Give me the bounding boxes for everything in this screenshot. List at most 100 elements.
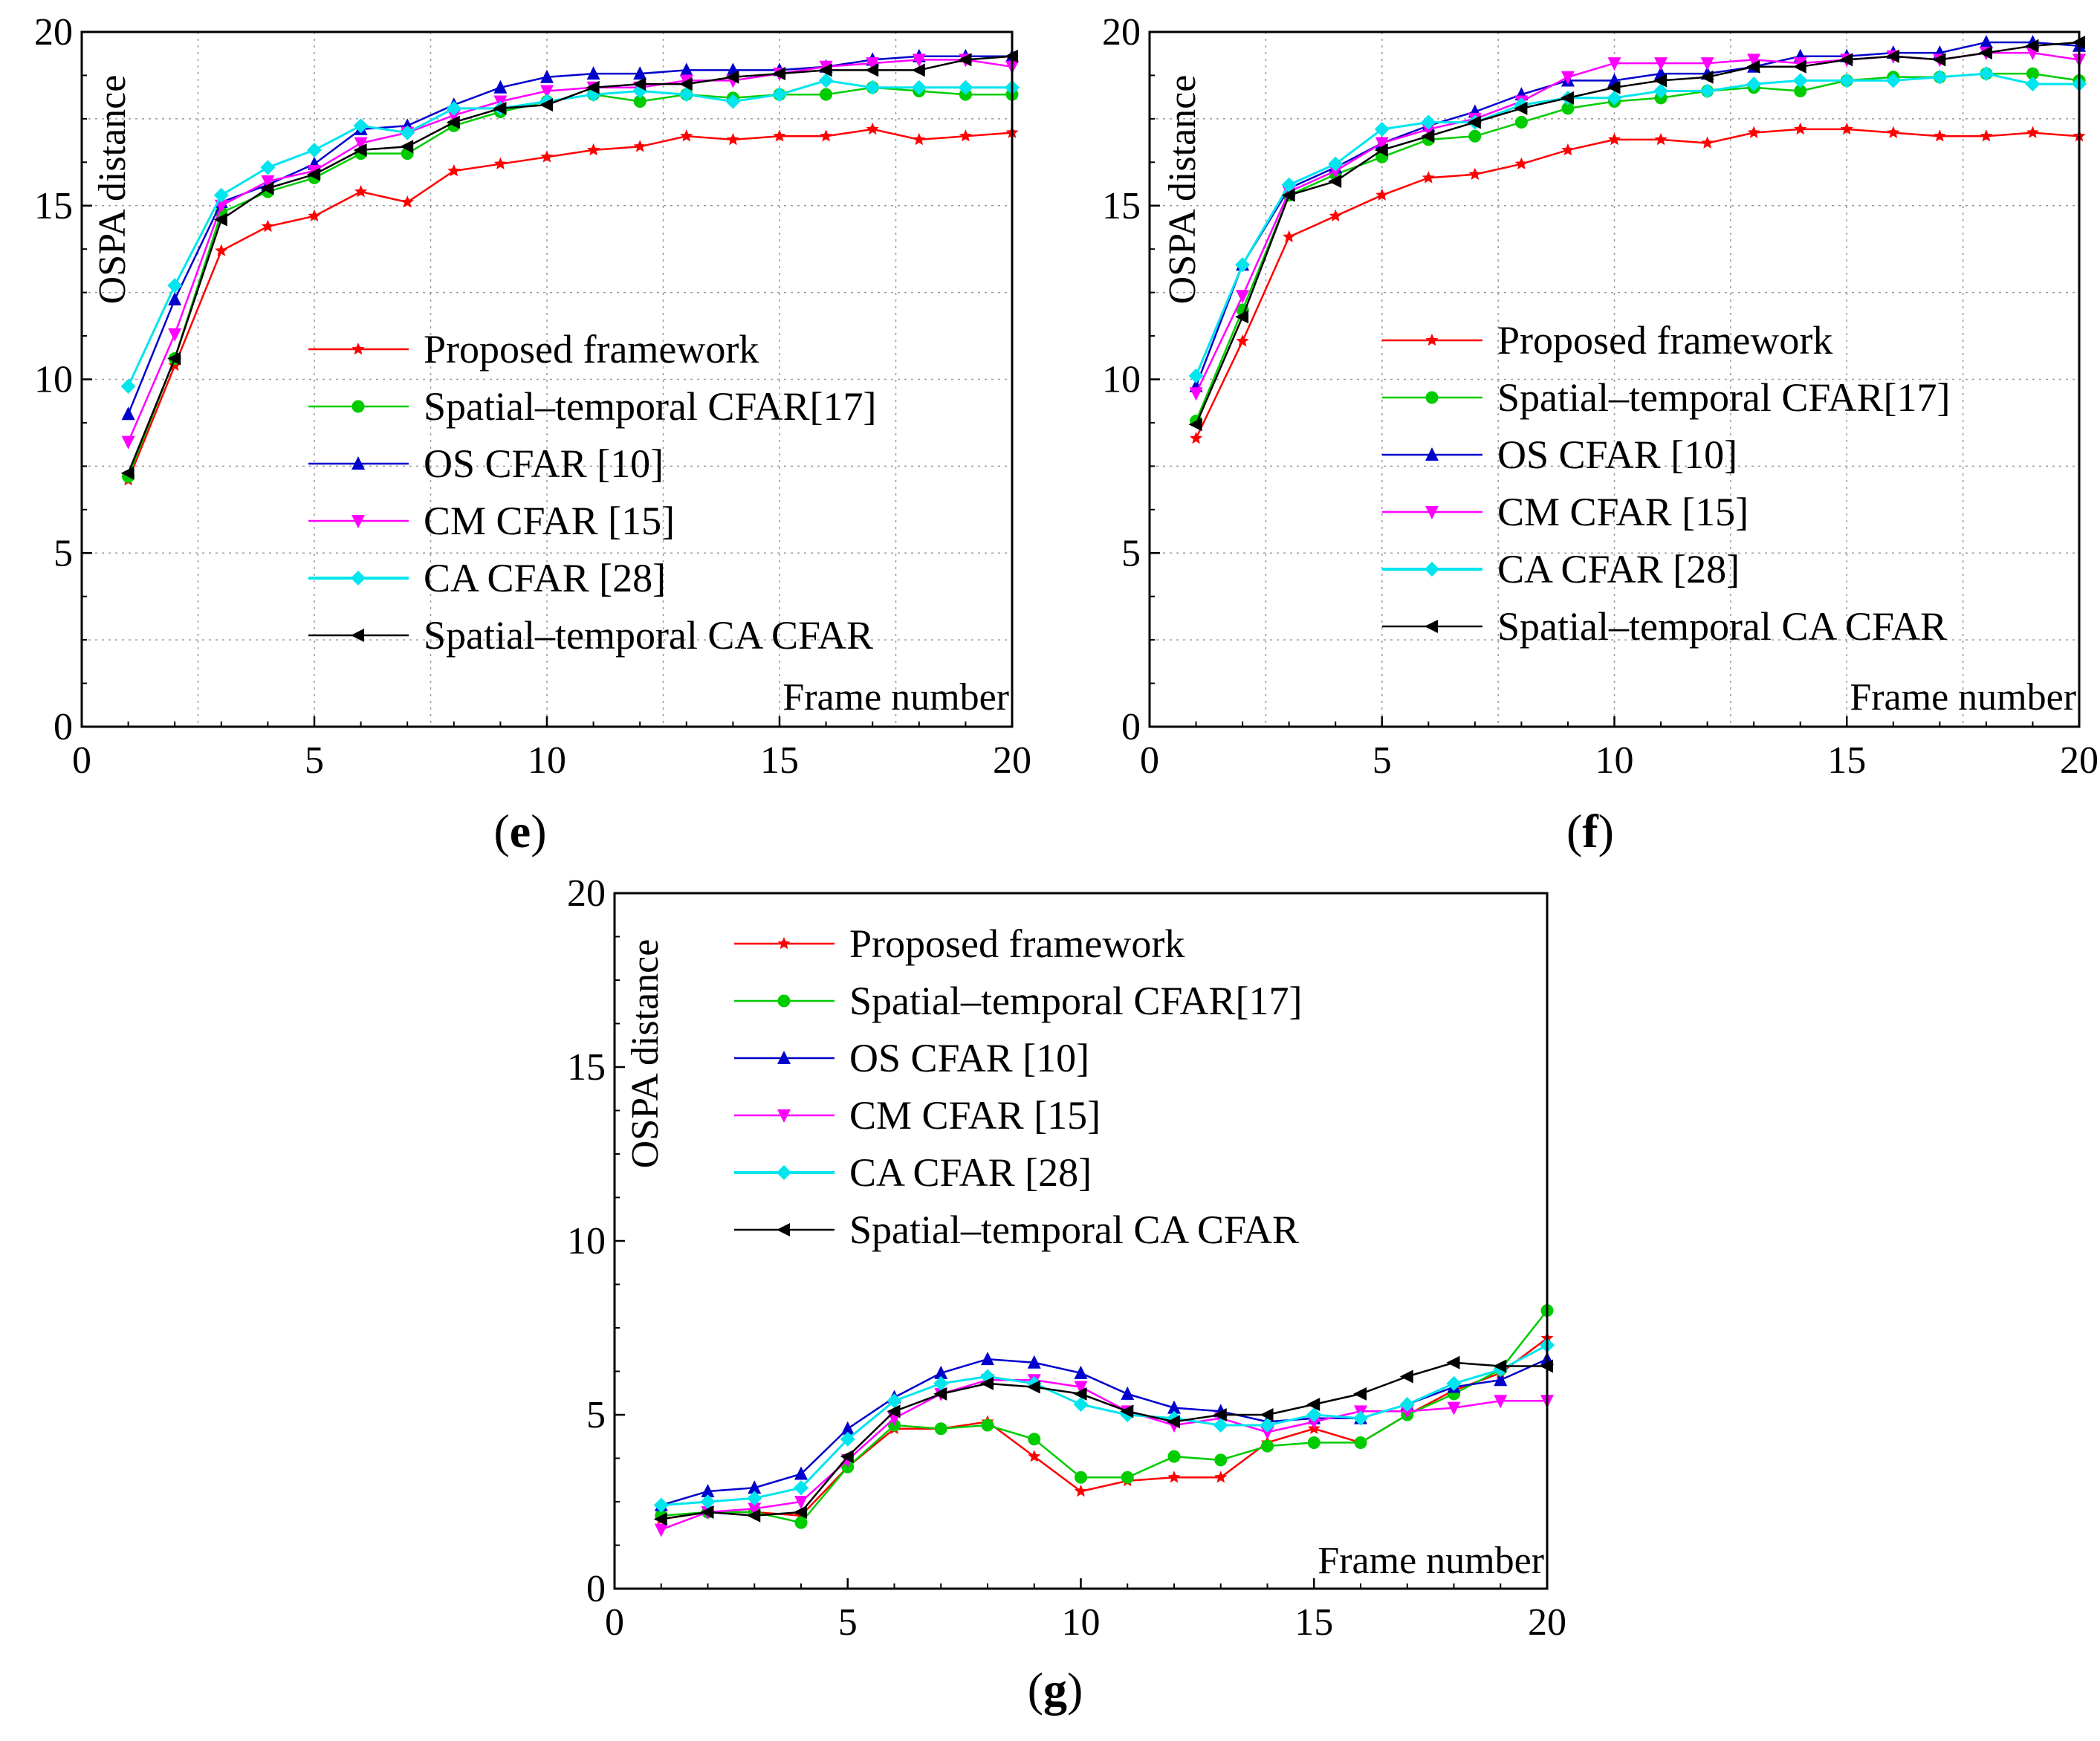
data-point-proposed-framework [726, 132, 739, 146]
data-point-spatial-temporal-ca-cfar [586, 80, 600, 94]
legend-item-spatial-temporal-cfar-17: Spatial–temporal CFAR[17] [308, 384, 876, 429]
y-tick-label: 5 [54, 532, 73, 574]
data-point-ca-cfar-28 [167, 278, 183, 294]
data-point-proposed-framework [1933, 129, 1946, 142]
data-point-ca-cfar-28 [1281, 177, 1297, 192]
series-line-spatial-temporal-cfar-17 [661, 1309, 1548, 1524]
data-point-ca-cfar-28 [1607, 90, 1622, 106]
data-point-proposed-framework [959, 129, 972, 142]
series-line-spatial-temporal-ca-cfar [1195, 41, 2080, 425]
data-point-cm-cfar-15 [121, 435, 135, 450]
y-tick-label: 15 [1102, 185, 1141, 227]
data-point-ca-cfar-28 [1699, 83, 1715, 99]
legend-item-cm-cfar-15: CM CFAR [15] [1382, 490, 1749, 534]
legend-swatch-marker [1425, 620, 1438, 633]
data-point-cm-cfar-15 [1747, 54, 1761, 68]
data-point-proposed-framework [540, 150, 554, 163]
data-point-ca-cfar-28 [1353, 1410, 1368, 1426]
data-point-spatial-temporal-cfar-17 [1514, 116, 1528, 129]
data-point-cm-cfar-15 [168, 328, 182, 342]
data-point-os-cfar-10 [981, 1352, 994, 1366]
series-proposed-framework [1190, 122, 2086, 444]
data-point-cm-cfar-15 [447, 109, 461, 123]
data-point-cm-cfar-15 [354, 137, 368, 151]
legend-label: OS CFAR [10] [1497, 432, 1737, 477]
legend-item-proposed-framework: Proposed framework [1382, 318, 1832, 363]
y-tick-label: 0 [1121, 706, 1141, 748]
data-point-spatial-temporal-ca-cfar [1699, 70, 1714, 84]
data-point-spatial-temporal-ca-cfar [1120, 1404, 1134, 1419]
data-point-spatial-temporal-ca-cfar [887, 1404, 901, 1419]
legend-item-spatial-temporal-cfar-17: Spatial–temporal CFAR[17] [734, 979, 1302, 1023]
data-point-ca-cfar-28 [1932, 69, 1948, 85]
data-point-spatial-temporal-ca-cfar [1839, 53, 1853, 67]
legend-label: CM CFAR [15] [424, 499, 675, 543]
data-point-ca-cfar-28 [794, 1480, 808, 1496]
data-point-proposed-framework [401, 195, 414, 208]
data-point-cm-cfar-15 [1607, 57, 1621, 71]
data-point-spatial-temporal-ca-cfar [911, 63, 925, 77]
legend-label: CM CFAR [15] [849, 1093, 1101, 1138]
series-spatial-temporal-ca-cfar [1188, 36, 2085, 432]
x-tick-label: 5 [838, 1601, 858, 1644]
data-point-spatial-temporal-ca-cfar [1421, 129, 1435, 143]
legend-swatch-marker [1425, 506, 1439, 519]
legend-swatch-marker [351, 343, 365, 355]
data-point-ca-cfar-28 [772, 87, 787, 103]
data-point-ca-cfar-28 [1885, 73, 1901, 88]
data-point-proposed-framework [820, 129, 833, 142]
data-point-spatial-temporal-ca-cfar [353, 143, 367, 157]
data-point-os-cfar-10 [1494, 1372, 1508, 1387]
data-point-proposed-framework [866, 122, 879, 135]
data-point-ca-cfar-28 [653, 1497, 669, 1513]
data-point-cm-cfar-15 [261, 175, 275, 189]
data-point-spatial-temporal-ca-cfar [1467, 115, 1481, 129]
panel-caption: (g) [1028, 1663, 1083, 1716]
data-point-proposed-framework [633, 140, 646, 152]
legend-item-cm-cfar-15: CM CFAR [15] [734, 1093, 1101, 1138]
data-point-os-cfar-10 [748, 1480, 762, 1494]
x-tick-label: 0 [1140, 739, 1159, 782]
legend-label: Spatial–temporal CFAR[17] [424, 384, 876, 429]
data-point-proposed-framework [493, 157, 507, 169]
data-point-os-cfar-10 [168, 291, 182, 305]
y-tick-label: 20 [567, 872, 606, 915]
series-ca-cfar-28 [653, 1338, 1555, 1513]
legend-swatch-marker [351, 629, 364, 642]
legend-item-spatial-temporal-cfar-17: Spatial–temporal CFAR[17] [1382, 375, 1950, 420]
y-axis-label: OSPA distance [91, 75, 134, 305]
legend: Proposed framework Spatial–temporal CFAR[… [734, 921, 1302, 1252]
data-point-proposed-framework [1422, 171, 1435, 184]
legend-label: Spatial–temporal CFAR[17] [1497, 375, 1950, 420]
legend-swatch-marker [777, 994, 791, 1008]
data-point-spatial-temporal-cfar-17 [1307, 1436, 1320, 1449]
legend-label: Spatial–temporal CA CFAR [424, 613, 873, 658]
legend-label: Spatial–temporal CA CFAR [849, 1207, 1299, 1252]
data-point-spatial-temporal-ca-cfar [840, 1450, 854, 1464]
data-point-spatial-temporal-ca-cfar [1073, 1387, 1087, 1401]
data-point-cm-cfar-15 [866, 57, 880, 71]
x-tick-label: 20 [2060, 739, 2099, 782]
legend-swatch-marker [351, 515, 365, 528]
data-point-spatial-temporal-cfar-17 [1167, 1450, 1181, 1463]
y-tick-label: 15 [34, 185, 73, 227]
data-point-spatial-temporal-ca-cfar [213, 213, 227, 227]
data-point-spatial-temporal-ca-cfar [307, 167, 320, 181]
x-tick-label: 0 [72, 739, 91, 782]
data-point-ca-cfar-28 [1235, 257, 1251, 273]
x-tick-label: 10 [1062, 1601, 1101, 1644]
data-point-cm-cfar-15 [912, 54, 926, 68]
data-point-spatial-temporal-cfar-17 [1261, 1439, 1274, 1453]
data-point-proposed-framework [1074, 1485, 1088, 1497]
y-tick-label: 10 [1102, 359, 1141, 401]
data-point-spatial-temporal-ca-cfar [400, 140, 414, 154]
series-line-proposed-framework [1195, 128, 2080, 439]
legend-label: Spatial–temporal CA CFAR [1497, 604, 1947, 649]
y-tick-label: 10 [34, 359, 73, 401]
series-ca-cfar-28 [120, 73, 1020, 394]
data-point-proposed-framework [587, 143, 600, 156]
data-point-cm-cfar-15 [1700, 57, 1714, 71]
x-tick-label: 20 [1528, 1601, 1566, 1644]
data-point-cm-cfar-15 [1236, 290, 1250, 304]
data-point-proposed-framework [913, 132, 926, 146]
